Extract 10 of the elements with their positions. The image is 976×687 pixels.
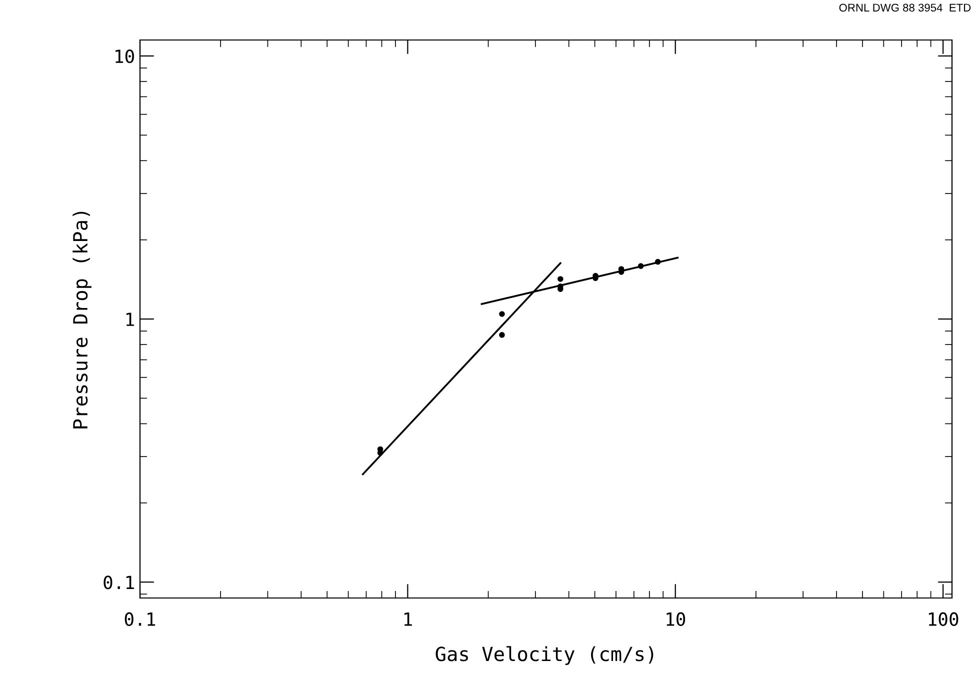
x-tick-label: 0.1 (124, 612, 156, 626)
y-axis-title: Pressure Drop (kPa) (72, 212, 92, 428)
x-axis-title: Gas Velocity (cm/s) (436, 646, 654, 666)
y-tick-label: 10 (116, 49, 134, 64)
x-tick-label: 1 (404, 612, 412, 626)
y-tick-label: 1 (126, 312, 134, 326)
x-tick-label: 100 (928, 612, 958, 626)
text: ORNL DWG 88 3954 ETD (839, 4, 971, 12)
x-tick-label: 10 (666, 612, 686, 626)
y-tick-label: 0.1 (104, 576, 134, 590)
